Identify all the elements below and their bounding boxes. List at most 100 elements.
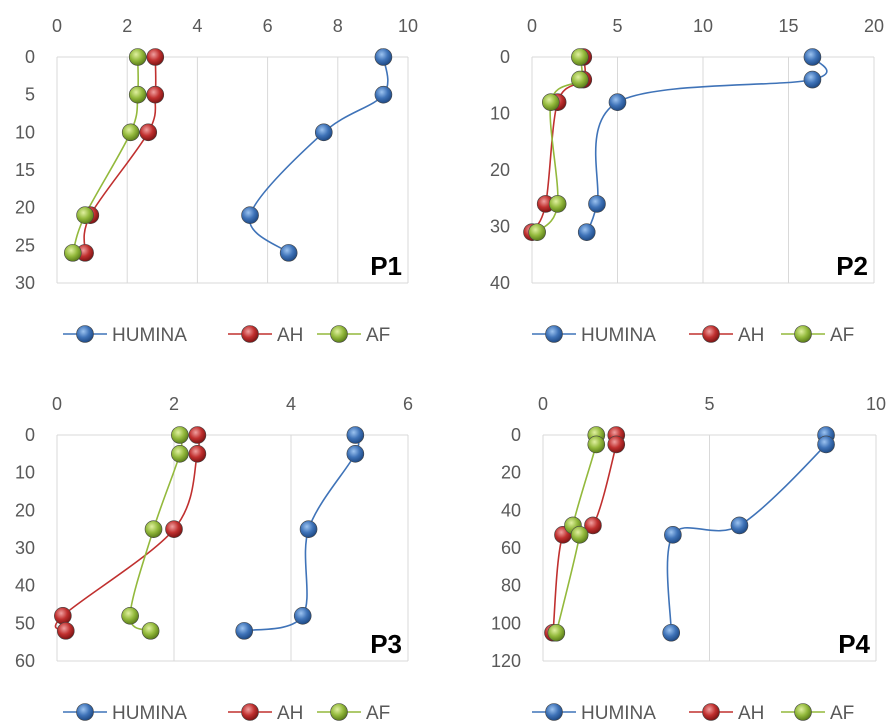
x-tick-label: 0 xyxy=(538,394,548,414)
legend: HUMINA AH AF xyxy=(532,703,854,724)
data-point-humina xyxy=(664,526,682,544)
data-point-humina xyxy=(346,445,365,463)
legend: HUMINA AH AF xyxy=(63,325,390,346)
y-tick-label: 15 xyxy=(15,160,35,180)
data-point-humina xyxy=(374,85,393,104)
data-point-af xyxy=(128,48,147,66)
legend-label-af: AF xyxy=(830,703,854,722)
data-point-af xyxy=(121,123,140,142)
data-point-af xyxy=(141,622,160,640)
data-point-humina xyxy=(662,623,681,642)
x-tick-label: 10 xyxy=(693,16,713,36)
legend: HUMINA AH AF xyxy=(63,703,390,724)
data-point-ah xyxy=(54,606,72,625)
panel-label: P3 xyxy=(370,629,402,659)
data-point-af xyxy=(528,223,546,241)
chart-panel-1: 0 2 4 6 8 10 0 5 10 15 20 25 30 P1 HUMINA AH AF xyxy=(15,16,418,346)
series-line-humina xyxy=(666,433,834,633)
x-tick-label: 6 xyxy=(403,394,413,414)
data-point-humina xyxy=(817,435,835,454)
data-point-humina xyxy=(608,93,627,111)
legend-marker-af xyxy=(794,703,812,721)
legend-label-humina: HUMINA xyxy=(581,325,656,346)
legend: HUMINA AH AF xyxy=(532,325,854,346)
x-tick-label: 10 xyxy=(398,16,418,36)
x-tick-label: 4 xyxy=(192,16,202,36)
data-point-humina xyxy=(374,48,393,66)
data-point-humina xyxy=(279,244,298,262)
legend-label-af: AF xyxy=(366,325,390,346)
y-tick-label: 20 xyxy=(501,463,521,483)
x-tick-label: 0 xyxy=(52,16,62,36)
y-tick-label: 20 xyxy=(15,198,35,218)
data-point-af xyxy=(571,70,589,89)
data-point-humina xyxy=(588,195,606,213)
y-tick-label: 0 xyxy=(25,425,35,445)
data-point-af xyxy=(76,206,94,224)
y-tick-label: 100 xyxy=(491,613,521,633)
data-point-af xyxy=(547,623,566,642)
y-tick-label: 25 xyxy=(15,235,35,255)
data-point-ah xyxy=(188,426,207,444)
legend-marker-humina xyxy=(76,325,94,343)
data-point-ah xyxy=(56,622,75,640)
legend-label-af: AF xyxy=(830,325,854,346)
y-tick-label: 30 xyxy=(15,538,35,558)
y-tick-label: 120 xyxy=(491,651,521,671)
data-point-humina xyxy=(241,206,259,224)
legend-label-humina: HUMINA xyxy=(581,703,656,722)
data-point-af xyxy=(144,520,163,538)
y-tick-label: 20 xyxy=(15,500,35,520)
y-tick-label: 20 xyxy=(490,160,510,180)
legend-marker-ah xyxy=(241,703,259,721)
x-tick-label: 5 xyxy=(704,394,714,414)
panel-label: P2 xyxy=(836,251,868,281)
legend-marker-af xyxy=(794,325,812,343)
data-point-af xyxy=(587,435,606,454)
data-point-af xyxy=(171,426,189,444)
data-point-ah xyxy=(165,520,183,538)
legend-label-ah: AH xyxy=(738,325,764,346)
data-point-humina xyxy=(730,516,749,535)
legend-marker-humina xyxy=(76,703,94,721)
data-point-ah xyxy=(584,516,602,535)
x-tick-label: 0 xyxy=(52,394,62,414)
data-point-humina xyxy=(235,622,253,640)
data-point-humina xyxy=(803,70,822,89)
x-tick-label: 2 xyxy=(169,394,179,414)
y-tick-label: 40 xyxy=(490,273,510,293)
y-tick-label: 60 xyxy=(501,538,521,558)
y-tick-label: 50 xyxy=(15,613,35,633)
data-point-af xyxy=(571,48,589,66)
data-point-humina xyxy=(299,520,318,538)
y-tick-label: 80 xyxy=(501,576,521,596)
data-point-af xyxy=(128,85,147,104)
legend-label-ah: AH xyxy=(277,325,303,346)
x-tick-label: 8 xyxy=(333,16,343,36)
legend-label-ah: AH xyxy=(738,703,764,722)
legend-marker-ah xyxy=(241,325,259,343)
x-tick-label: 0 xyxy=(527,16,537,36)
y-tick-label: 10 xyxy=(490,104,510,124)
legend-marker-humina xyxy=(545,325,563,343)
data-point-humina xyxy=(346,426,365,444)
y-tick-label: 0 xyxy=(500,47,510,67)
panel-label: P1 xyxy=(370,251,402,281)
data-point-ah xyxy=(139,123,158,142)
panel-label: P4 xyxy=(838,629,870,659)
x-tick-label: 2 xyxy=(122,16,132,36)
data-point-humina xyxy=(803,48,822,66)
y-tick-label: 10 xyxy=(15,122,35,142)
data-point-ah xyxy=(607,435,626,454)
y-tick-label: 40 xyxy=(501,500,521,520)
data-point-ah xyxy=(146,48,165,66)
y-tick-label: 30 xyxy=(15,273,35,293)
data-point-af xyxy=(63,244,82,262)
x-tick-label: 20 xyxy=(864,16,884,36)
legend-label-humina: HUMINA xyxy=(112,325,187,346)
y-tick-label: 10 xyxy=(15,463,35,483)
